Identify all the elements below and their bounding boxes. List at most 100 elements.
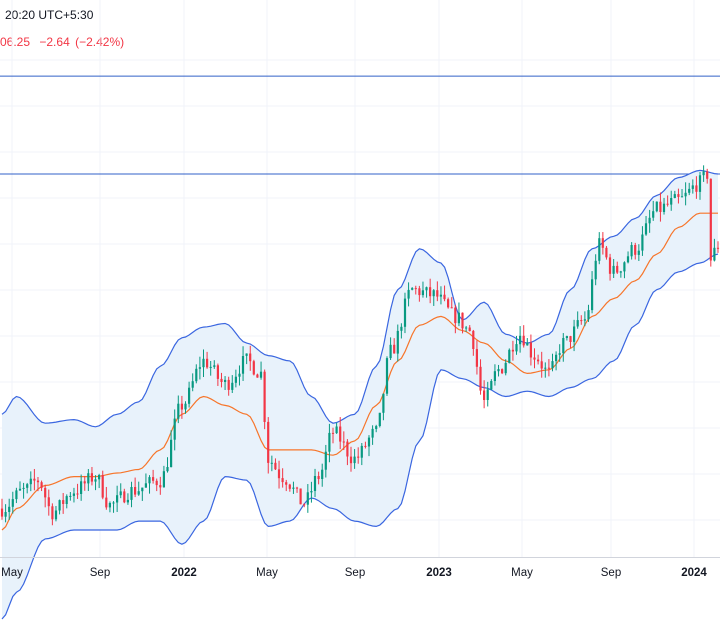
candle-body bbox=[382, 393, 385, 413]
candle bbox=[573, 319, 576, 352]
candle-body bbox=[626, 256, 630, 263]
candle-body bbox=[598, 238, 601, 261]
candle bbox=[29, 471, 32, 492]
candle-body bbox=[623, 262, 626, 272]
candle-body bbox=[432, 290, 435, 297]
candle bbox=[421, 281, 424, 298]
candle-body bbox=[529, 342, 532, 358]
candle bbox=[508, 348, 511, 364]
candle-body bbox=[256, 374, 259, 378]
candle bbox=[526, 338, 529, 346]
candle bbox=[551, 353, 554, 372]
candle-body bbox=[220, 378, 223, 382]
candle-body bbox=[321, 469, 324, 479]
candle bbox=[353, 449, 356, 469]
candle-body bbox=[26, 484, 29, 488]
candle bbox=[220, 372, 223, 388]
candle-body bbox=[155, 480, 158, 486]
candle bbox=[259, 361, 263, 380]
candle-body bbox=[177, 403, 180, 419]
candle-body bbox=[450, 307, 453, 309]
candle bbox=[213, 360, 216, 369]
candle-body bbox=[44, 487, 47, 498]
candle bbox=[83, 475, 86, 491]
candle-body bbox=[170, 439, 173, 468]
candle-body bbox=[206, 358, 209, 368]
candle bbox=[40, 480, 43, 492]
candle bbox=[407, 282, 410, 307]
candle-body bbox=[173, 418, 176, 440]
candle bbox=[465, 325, 468, 332]
candle bbox=[76, 483, 79, 499]
candle bbox=[324, 444, 327, 478]
candle bbox=[256, 373, 259, 378]
lower-band-line bbox=[1, 253, 719, 620]
candle-body bbox=[58, 500, 61, 511]
candle bbox=[209, 360, 212, 376]
candle-body bbox=[591, 279, 594, 311]
candle-body bbox=[519, 335, 522, 345]
candle-body bbox=[11, 499, 14, 507]
candle bbox=[105, 486, 108, 510]
candle-body bbox=[655, 201, 658, 212]
candle-body bbox=[188, 387, 191, 404]
candle-body bbox=[688, 188, 691, 193]
candle-body bbox=[72, 493, 75, 496]
candle bbox=[519, 326, 522, 353]
candle bbox=[224, 376, 227, 390]
candle bbox=[486, 381, 489, 407]
candle bbox=[619, 270, 622, 278]
candle bbox=[612, 259, 615, 279]
candle bbox=[141, 487, 144, 501]
candle-body bbox=[137, 491, 140, 495]
candle bbox=[677, 188, 680, 204]
candle bbox=[101, 470, 104, 500]
candle-body bbox=[587, 310, 590, 320]
candle-body bbox=[490, 381, 493, 390]
candle bbox=[652, 200, 655, 221]
candle bbox=[285, 479, 288, 492]
candle-body bbox=[515, 344, 518, 352]
time-axis: May Sep 2022 May Sep 2023 May Sep 2024 bbox=[1, 567, 707, 579]
candle bbox=[576, 311, 579, 329]
candle-body bbox=[191, 381, 194, 388]
candle bbox=[375, 424, 378, 433]
candle-body bbox=[652, 211, 655, 218]
candle-body bbox=[126, 499, 129, 503]
candle-body bbox=[36, 480, 40, 483]
time-axis-label: Sep bbox=[601, 567, 621, 579]
candle bbox=[152, 469, 155, 484]
candle-body bbox=[662, 203, 666, 212]
candle-body bbox=[213, 365, 216, 367]
candle bbox=[670, 190, 673, 211]
candle bbox=[673, 190, 676, 199]
candle bbox=[0, 498, 4, 520]
candle-body bbox=[15, 490, 18, 500]
candle bbox=[569, 335, 572, 349]
candle bbox=[591, 271, 594, 314]
candle-body bbox=[62, 500, 65, 504]
candle bbox=[504, 359, 507, 376]
candle-body bbox=[594, 260, 597, 280]
candle bbox=[684, 182, 687, 206]
candle-body bbox=[583, 319, 586, 321]
candle bbox=[44, 484, 47, 508]
candle-body bbox=[76, 493, 79, 495]
candle-body bbox=[429, 287, 432, 297]
candle-body bbox=[411, 288, 414, 290]
candle-body bbox=[83, 481, 86, 484]
candle bbox=[443, 285, 446, 302]
candle bbox=[616, 261, 619, 274]
candle bbox=[450, 297, 453, 309]
candle-body bbox=[148, 477, 151, 484]
candle-body bbox=[51, 506, 54, 520]
candle-body bbox=[421, 290, 424, 296]
candle-body bbox=[234, 376, 237, 383]
candle-body bbox=[533, 357, 536, 360]
candle-body bbox=[101, 475, 104, 498]
candle bbox=[144, 473, 147, 488]
candle-body bbox=[389, 344, 392, 359]
candle-body bbox=[364, 445, 367, 447]
candle-body bbox=[375, 426, 378, 429]
